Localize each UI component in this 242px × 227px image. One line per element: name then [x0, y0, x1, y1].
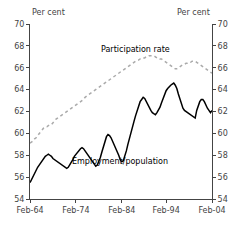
svg-text:64: 64	[14, 85, 24, 94]
svg-text:66: 66	[218, 64, 228, 73]
svg-text:70: 70	[218, 20, 228, 29]
svg-text:60: 60	[218, 129, 228, 138]
svg-text:Feb-74: Feb-74	[62, 206, 89, 215]
svg-text:62: 62	[14, 107, 24, 116]
svg-text:62: 62	[218, 107, 228, 116]
svg-text:64: 64	[218, 85, 228, 94]
svg-text:56: 56	[14, 173, 24, 182]
svg-text:60: 60	[14, 129, 24, 138]
svg-text:66: 66	[14, 64, 24, 73]
svg-text:Per cent: Per cent	[32, 8, 65, 17]
svg-text:70: 70	[14, 20, 24, 29]
svg-text:Per cent: Per cent	[177, 8, 210, 17]
svg-text:Feb-04: Feb-04	[198, 206, 225, 215]
svg-text:68: 68	[218, 42, 228, 51]
svg-text:54: 54	[218, 195, 228, 204]
svg-text:Feb-94: Feb-94	[153, 206, 180, 215]
svg-text:54: 54	[14, 195, 24, 204]
svg-text:58: 58	[218, 151, 228, 160]
svg-text:Participation rate: Participation rate	[101, 45, 170, 54]
svg-text:56: 56	[218, 173, 228, 182]
svg-text:68: 68	[14, 42, 24, 51]
svg-text:Employment/population: Employment/population	[72, 157, 168, 166]
svg-text:58: 58	[14, 151, 24, 160]
svg-text:Feb-64: Feb-64	[16, 206, 43, 215]
svg-text:Feb-84: Feb-84	[108, 206, 135, 215]
